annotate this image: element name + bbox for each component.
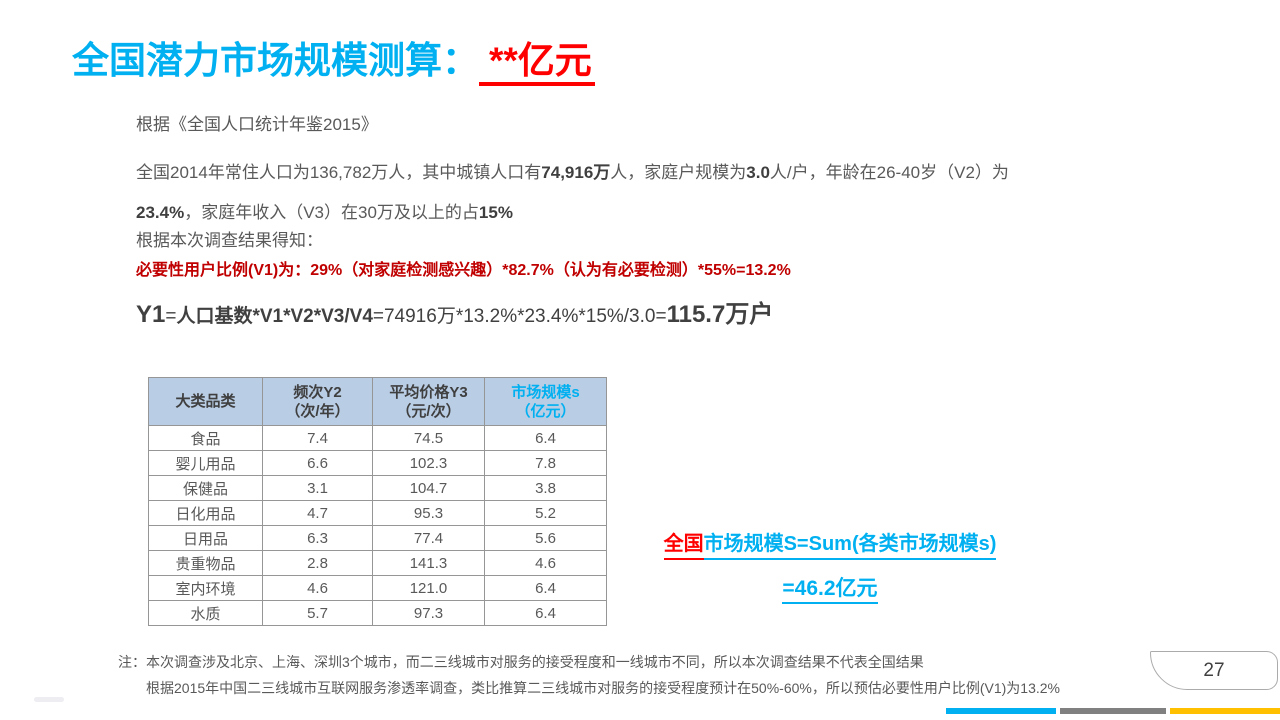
header-frequency-label: 频次Y2 bbox=[293, 383, 342, 401]
summary-national-label: 全国 bbox=[663, 533, 704, 560]
value-cell: 6.6 bbox=[262, 450, 373, 476]
table-row: 食品 7.4 74.5 6.4 bbox=[148, 425, 607, 451]
table-row: 保健品 3.1 104.7 3.8 bbox=[148, 475, 607, 501]
value-cell: 6.4 bbox=[484, 575, 607, 601]
value-cell: 3.8 bbox=[484, 475, 607, 501]
header-avg-price: 平均价格Y3 （元/次） bbox=[372, 377, 485, 426]
y1-calculation: =74916万*13.2%*23.4%*15%/3.0= bbox=[372, 306, 667, 327]
table-row: 日化用品 4.7 95.3 5.2 bbox=[148, 500, 607, 526]
para1-seg5: 人/户，年龄在26-40岁（V2）为 bbox=[769, 163, 1009, 182]
page-number-box: 27 bbox=[1150, 651, 1278, 690]
header-market-size: 市场规模s （亿元） bbox=[484, 377, 607, 426]
para1-seg4-bold: 3.0 bbox=[746, 163, 770, 182]
value-cell: 6.4 bbox=[484, 600, 607, 626]
header-market-size-unit: （亿元） bbox=[515, 402, 576, 420]
value-cell: 102.3 bbox=[372, 450, 485, 476]
footnote-1: 注：本次调查涉及北京、上海、深圳3个城市，而二三线城市对服务的接受程度和一线城市… bbox=[118, 654, 924, 670]
national-market-summary: 全国市场规模S=Sum(各类市场规模s) =46.2亿元 bbox=[618, 527, 1042, 604]
category-cell: 婴儿用品 bbox=[148, 450, 263, 476]
value-cell: 3.1 bbox=[262, 475, 373, 501]
value-cell: 95.3 bbox=[372, 500, 485, 526]
value-cell: 77.4 bbox=[372, 525, 485, 551]
header-frequency: 频次Y2 （次/年） bbox=[262, 377, 373, 426]
summary-result-value: =46.2亿元 bbox=[782, 577, 878, 604]
category-cell: 日用品 bbox=[148, 525, 263, 551]
summary-result-line: =46.2亿元 bbox=[618, 572, 1042, 604]
value-cell: 141.3 bbox=[372, 550, 485, 576]
value-cell: 6.4 bbox=[484, 425, 607, 451]
table-header-row: 大类品类 频次Y2 （次/年） 平均价格Y3 （元/次） 市场规模s （亿元） bbox=[148, 377, 607, 426]
value-cell: 6.3 bbox=[262, 525, 373, 551]
table-row: 日用品 6.3 77.4 5.6 bbox=[148, 525, 607, 551]
source-line: 根据《全国人口统计年鉴2015》 bbox=[136, 115, 378, 134]
y1-equals: = bbox=[165, 306, 177, 327]
para2-seg3-bold: 15% bbox=[478, 203, 513, 222]
table-row: 婴儿用品 6.6 102.3 7.8 bbox=[148, 450, 607, 476]
table-body: 食品 7.4 74.5 6.4 婴儿用品 6.6 102.3 7.8 保健品 3.1 104.7 3.… bbox=[148, 425, 607, 626]
population-paragraph-line2: 23.4%，家庭年收入（V3）在30万及以上的占15% bbox=[136, 198, 1226, 223]
value-cell: 4.6 bbox=[484, 550, 607, 576]
table-row: 水质 5.7 97.3 6.4 bbox=[148, 600, 607, 626]
header-market-size-label: 市场规模s bbox=[511, 383, 580, 401]
summary-sum-formula: 市场规模S=Sum(各类市场规模s) bbox=[703, 533, 997, 560]
v1-ratio-formula: 必要性用户比例(V1)为：29%（对家庭检测感兴趣）*82.7%（认为有必要检测… bbox=[136, 262, 791, 279]
footer-bar-gray bbox=[1060, 708, 1166, 714]
value-cell: 5.2 bbox=[484, 500, 607, 526]
para1-seg3: 人，家庭户规模为 bbox=[610, 163, 747, 182]
category-cell: 室内环境 bbox=[148, 575, 263, 601]
population-paragraph-line1: 全国2014年常住人口为136,782万人，其中城镇人口有74,916万人，家庭… bbox=[136, 158, 1226, 183]
footer-bar-blue bbox=[946, 708, 1056, 714]
y1-formula: Y1=人口基数*V1*V2*V3/V4=74916万*13.2%*23.4%*1… bbox=[136, 294, 773, 329]
category-cell: 贵重物品 bbox=[148, 550, 263, 576]
value-cell: 74.5 bbox=[372, 425, 485, 451]
para1-seg1: 全国2014年常住人口为136,782万人，其中城镇人口有 bbox=[136, 163, 542, 182]
value-cell: 7.8 bbox=[484, 450, 607, 476]
footer-bar-yellow bbox=[1170, 708, 1280, 714]
value-cell: 5.7 bbox=[262, 600, 373, 626]
survey-result-line: 根据本次调查结果得知： bbox=[136, 231, 323, 250]
y1-label: Y1 bbox=[136, 301, 166, 328]
page-title: 全国潜力市场规模测算： **亿元 bbox=[72, 30, 595, 86]
title-highlight: **亿元 bbox=[479, 40, 595, 86]
category-cell: 日化用品 bbox=[148, 500, 263, 526]
footnote-2: 根据2015年中国二三线城市互联网服务渗透率调查，类比推算二三线城市对服务的接受… bbox=[146, 680, 1060, 696]
table-row: 室内环境 4.6 121.0 6.4 bbox=[148, 575, 607, 601]
value-cell: 104.7 bbox=[372, 475, 485, 501]
page-number: 27 bbox=[1203, 659, 1225, 681]
value-cell: 121.0 bbox=[372, 575, 485, 601]
category-cell: 保健品 bbox=[148, 475, 263, 501]
value-cell: 7.4 bbox=[262, 425, 373, 451]
header-avg-price-label: 平均价格Y3 bbox=[389, 383, 468, 401]
para2-seg2: ，家庭年收入（V3）在30万及以上的占 bbox=[184, 203, 479, 222]
summary-formula-line: 全国市场规模S=Sum(各类市场规模s) bbox=[618, 527, 1042, 560]
y1-variables: 人口基数*V1*V2*V3/V4 bbox=[176, 306, 373, 327]
header-avg-price-unit: （元/次） bbox=[396, 402, 461, 420]
value-cell: 97.3 bbox=[372, 600, 485, 626]
value-cell: 5.6 bbox=[484, 525, 607, 551]
value-cell: 4.6 bbox=[262, 575, 373, 601]
para2-seg1-bold: 23.4% bbox=[136, 203, 185, 222]
value-cell: 4.7 bbox=[262, 500, 373, 526]
table-row: 贵重物品 2.8 141.3 4.6 bbox=[148, 550, 607, 576]
header-frequency-unit: （次/年） bbox=[285, 402, 350, 420]
header-category: 大类品类 bbox=[148, 377, 263, 426]
y1-result: 115.7万户 bbox=[666, 301, 774, 328]
title-main: 全国潜力市场规模测算： bbox=[72, 40, 479, 81]
category-cell: 食品 bbox=[148, 425, 263, 451]
watermark-remnant bbox=[34, 697, 64, 702]
header-category-label: 大类品类 bbox=[175, 393, 236, 410]
para1-seg2-bold: 74,916万 bbox=[541, 163, 611, 182]
category-market-table: 大类品类 频次Y2 （次/年） 平均价格Y3 （元/次） 市场规模s （亿元） 食品 7… bbox=[148, 377, 607, 626]
value-cell: 2.8 bbox=[262, 550, 373, 576]
category-cell: 水质 bbox=[148, 600, 263, 626]
